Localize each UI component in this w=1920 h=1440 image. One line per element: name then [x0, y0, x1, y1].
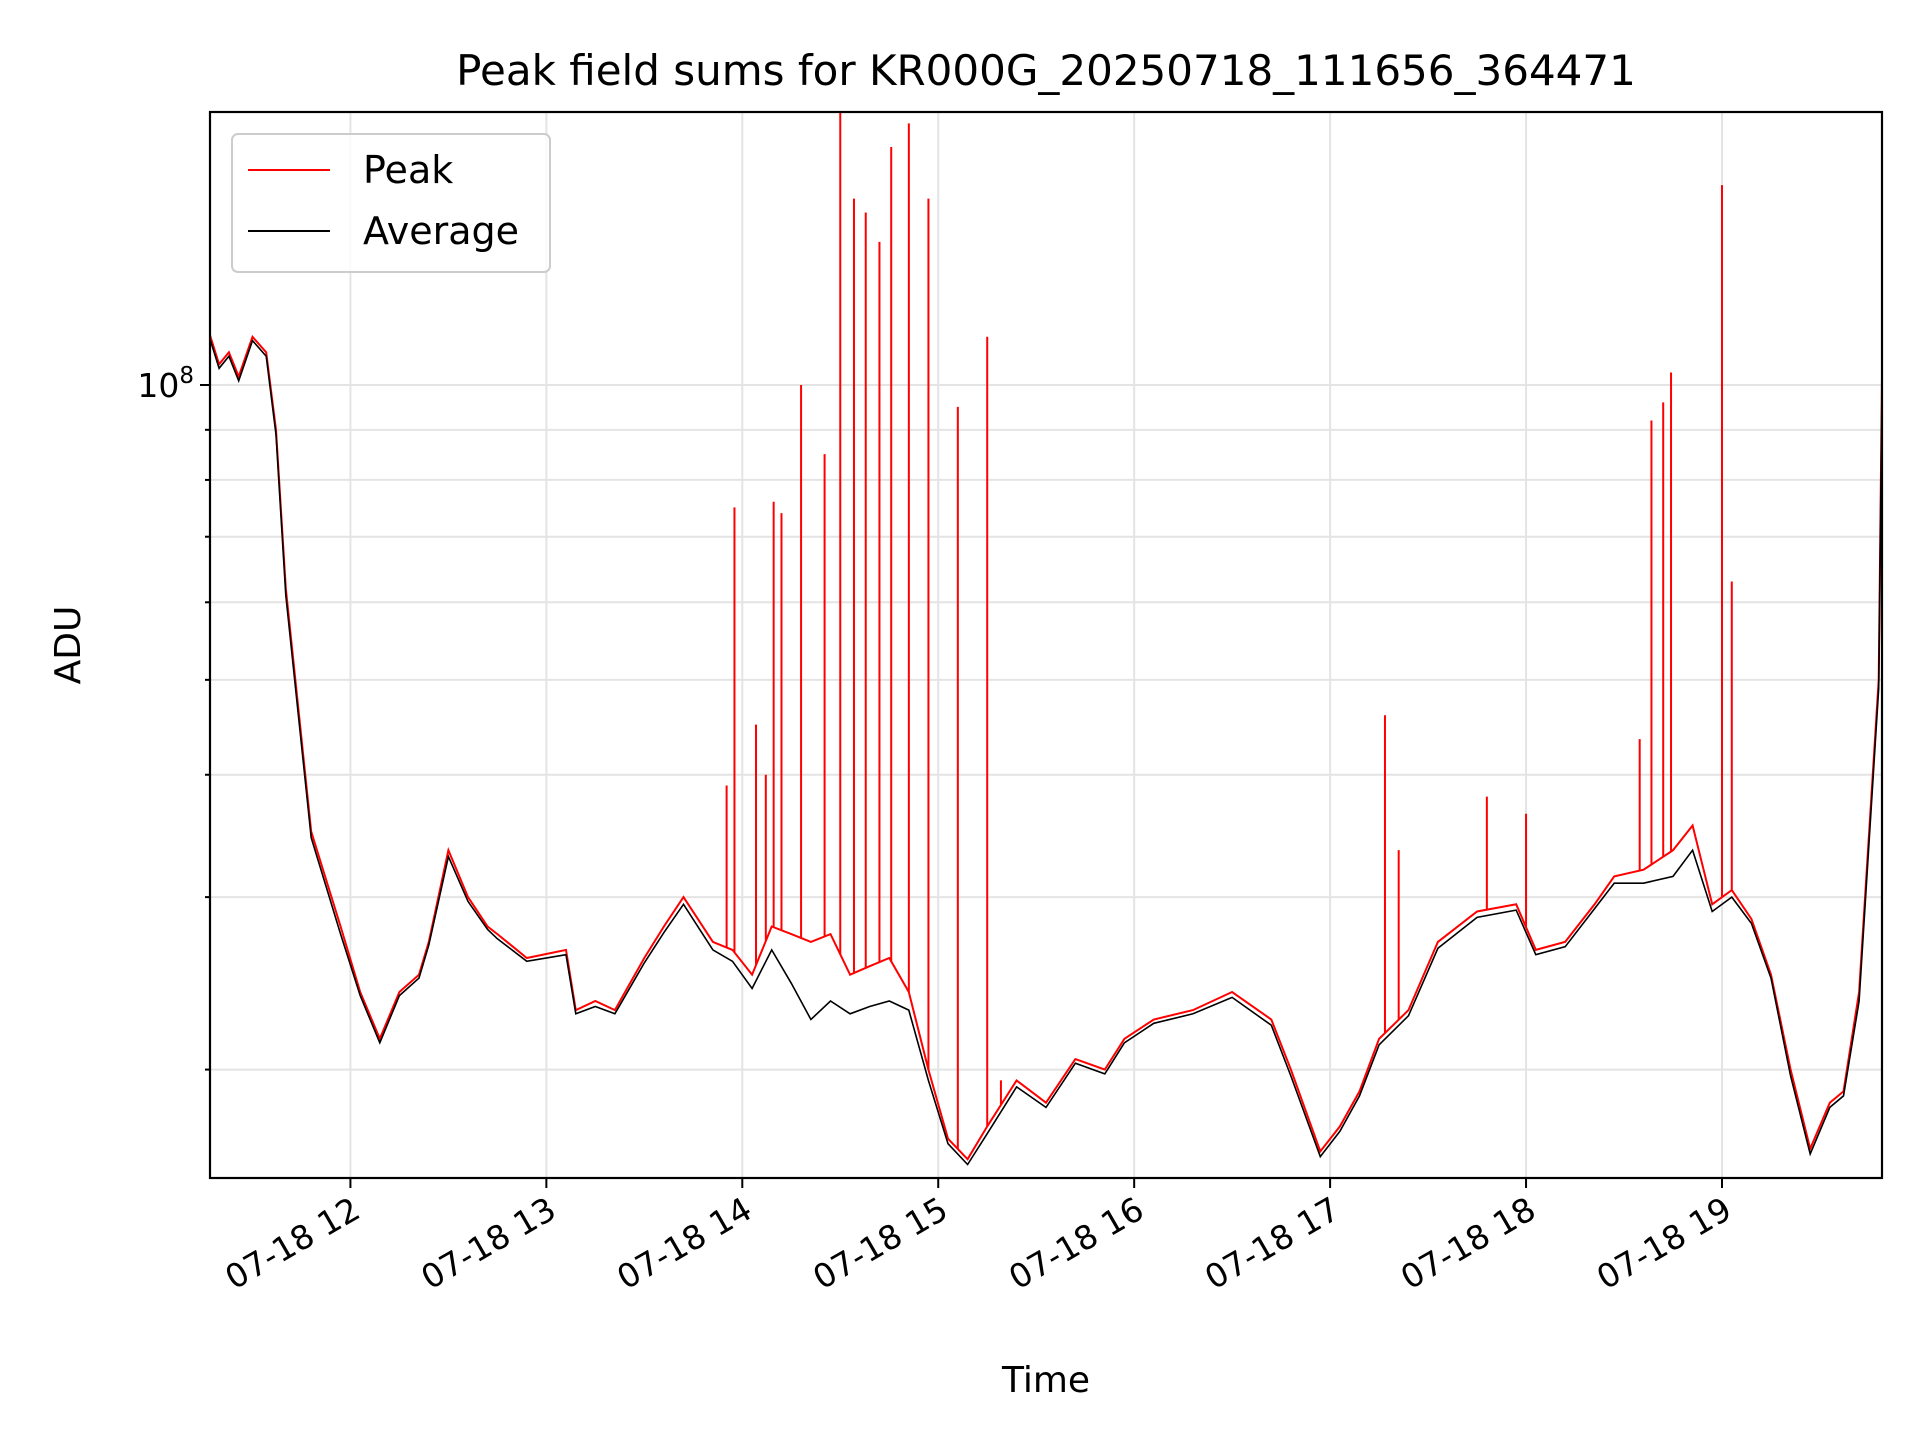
x-tick-label: 07-18 17 — [1198, 1189, 1346, 1297]
x-tick-label: 07-18 14 — [610, 1189, 758, 1297]
y-axis-label: ADU — [48, 606, 89, 685]
plot-frame — [208, 110, 1884, 1180]
x-tick-label: 07-18 19 — [1590, 1189, 1738, 1297]
legend: Peak Average — [231, 133, 551, 273]
legend-box — [231, 133, 551, 273]
x-tick-label: 07-18 16 — [1002, 1189, 1150, 1297]
series-layer — [210, 112, 1882, 1166]
x-tick-label: 07-18 15 — [806, 1189, 954, 1297]
x-tick-label: 07-18 12 — [218, 1189, 366, 1297]
series-group — [210, 112, 1882, 1166]
y-tick-label: 108 — [137, 363, 194, 405]
legend-label-average: Average — [363, 209, 519, 253]
x-tick-label: 07-18 18 — [1394, 1189, 1542, 1297]
series-line-peak — [210, 314, 1882, 1161]
grid — [210, 112, 1882, 1178]
x-tick-label: 07-18 13 — [414, 1189, 562, 1297]
chart-title: Peak field sums for KR000G_20250718_1116… — [456, 46, 1636, 95]
x-axis-label: Time — [1001, 1360, 1090, 1401]
series-line-average — [210, 321, 1882, 1166]
y-axis: 108 — [137, 363, 210, 1071]
legend-label-peak: Peak — [363, 148, 453, 192]
x-axis: 07-18 12 07-18 13 07-18 14 07-18 15 07-18 16… — [218, 1178, 1738, 1297]
